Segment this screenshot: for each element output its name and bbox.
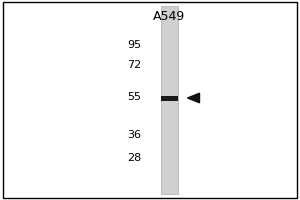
Text: 28: 28: [127, 153, 141, 163]
Text: 36: 36: [127, 130, 141, 140]
Text: 55: 55: [127, 92, 141, 102]
Bar: [161, 6, 178, 194]
Text: 95: 95: [127, 40, 141, 50]
Bar: [161, 96, 178, 100]
Polygon shape: [188, 93, 200, 103]
Text: A549: A549: [153, 10, 186, 23]
Text: 72: 72: [127, 60, 141, 70]
